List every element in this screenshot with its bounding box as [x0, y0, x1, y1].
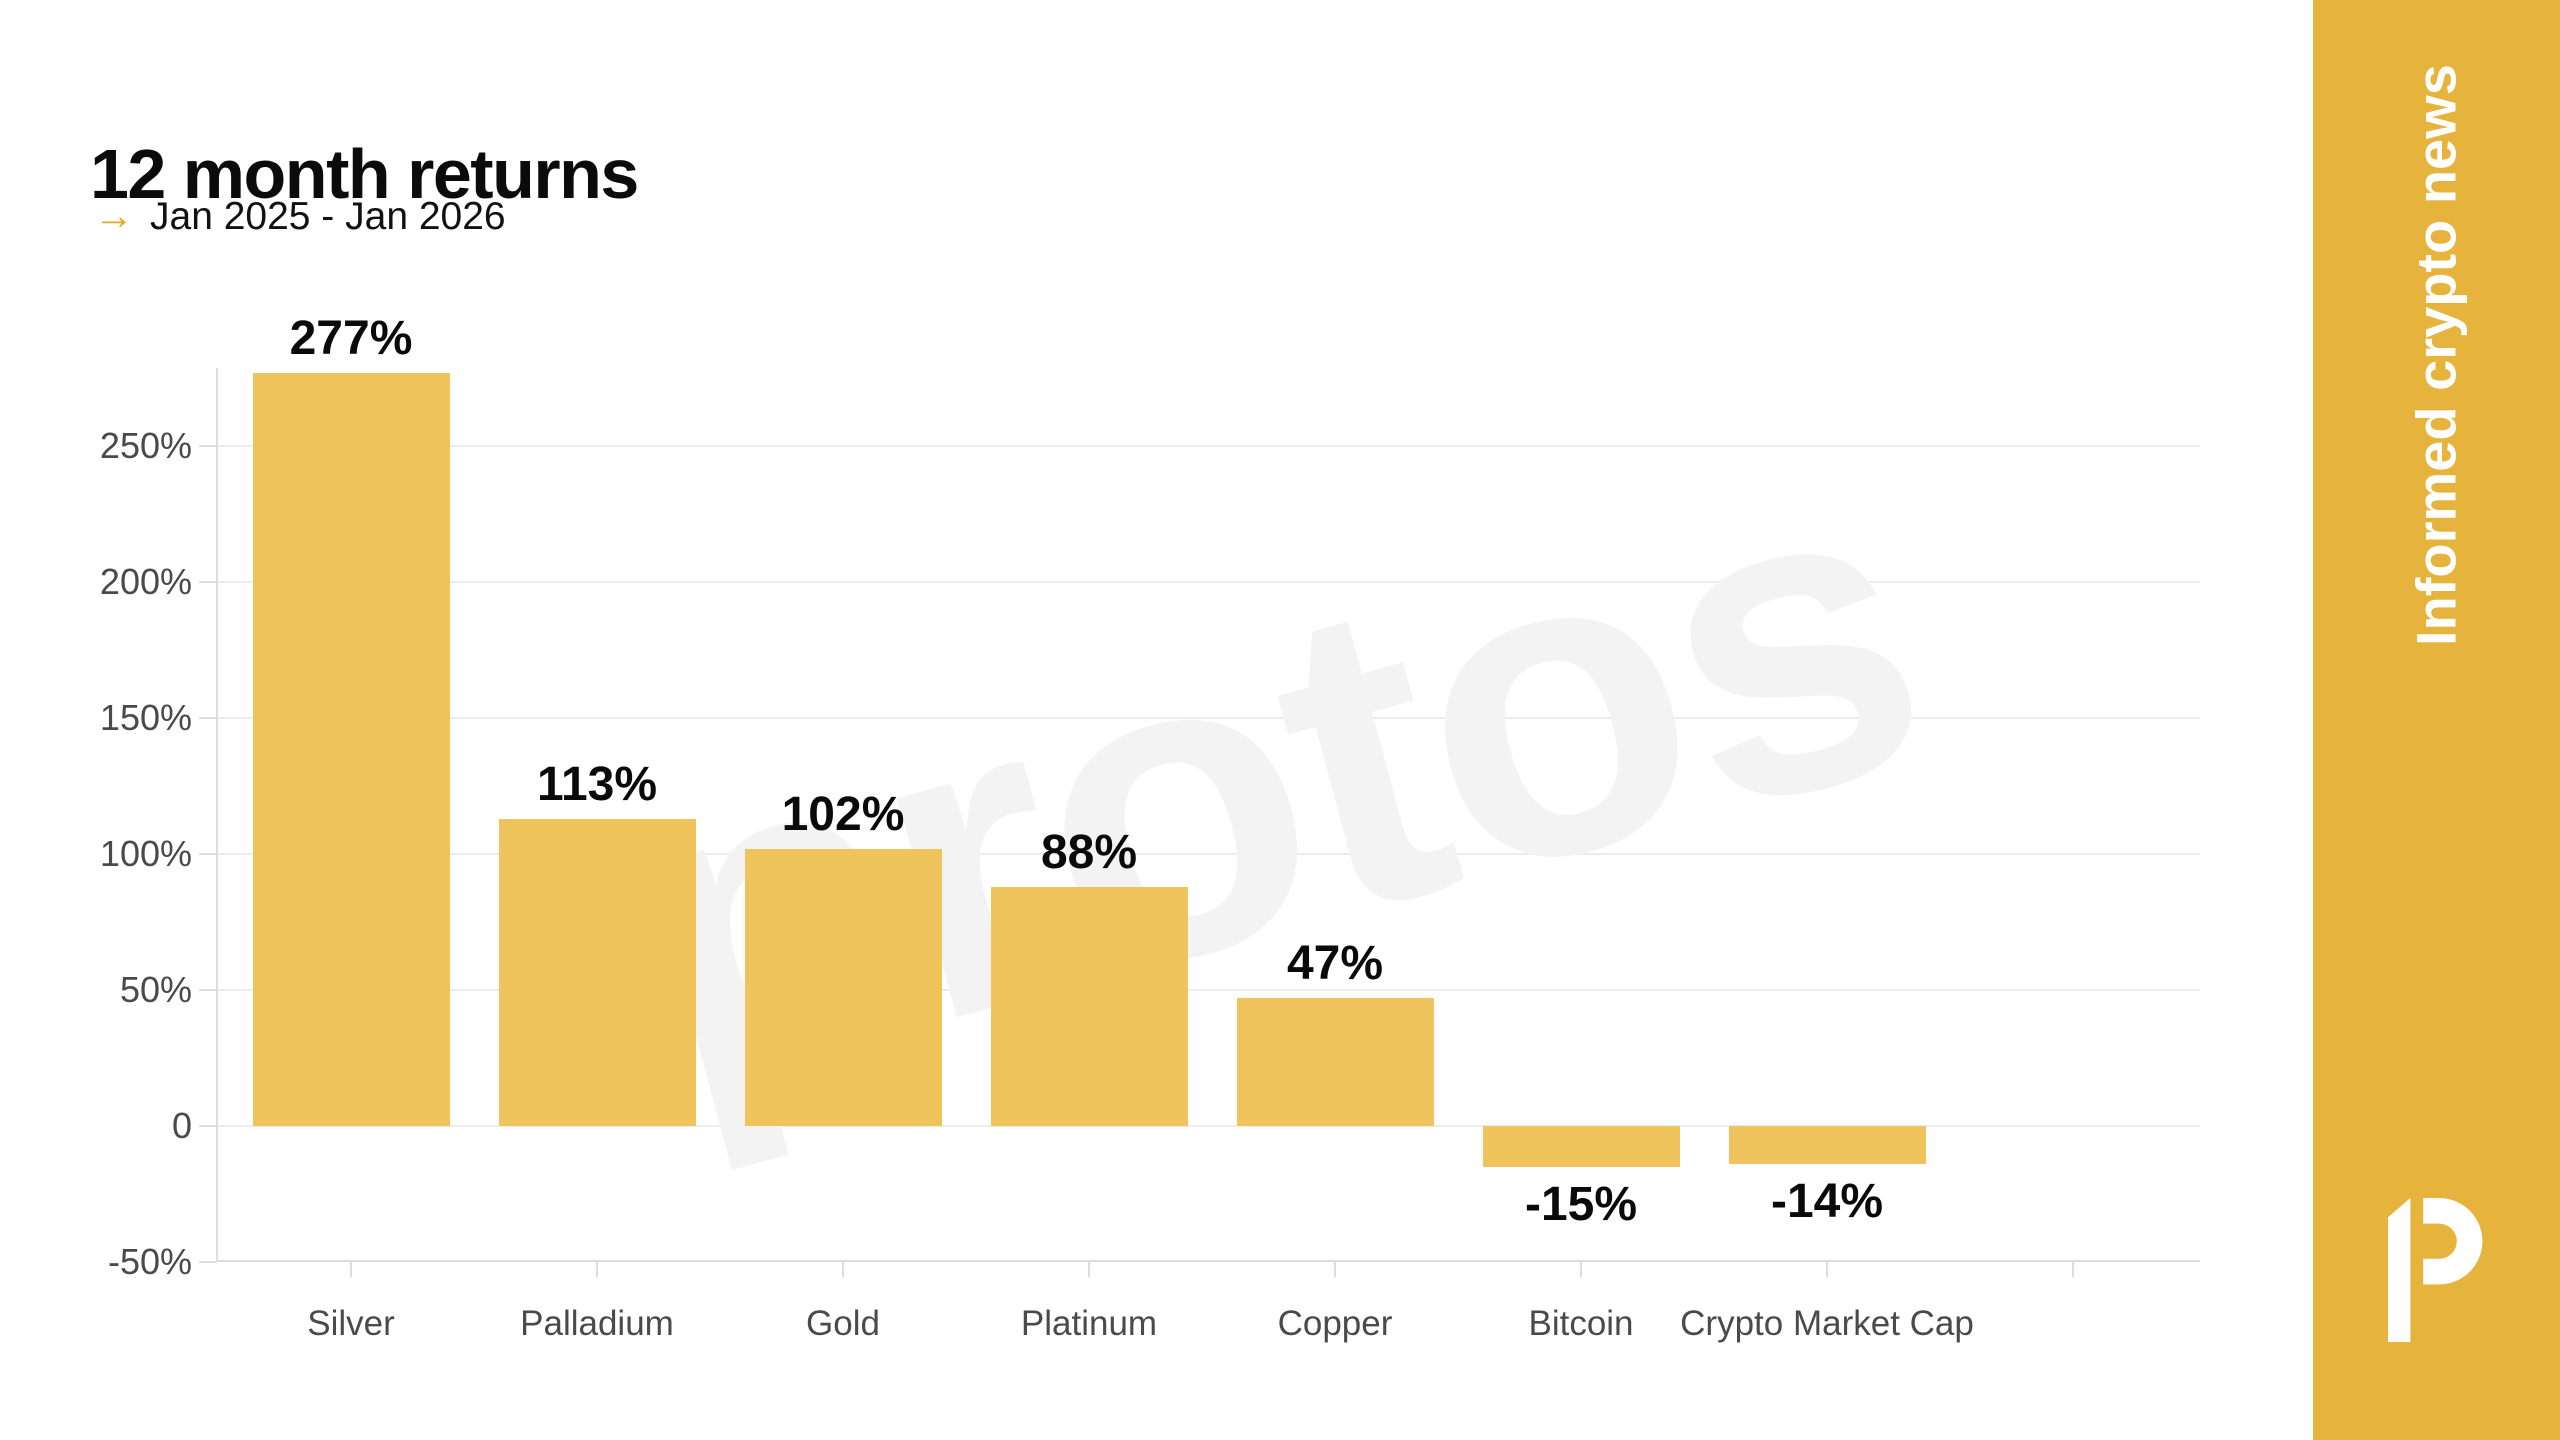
y-axis-tick — [199, 1125, 217, 1127]
date-range-text: Jan 2025 - Jan 2026 — [150, 194, 506, 238]
protos-logo — [2388, 1198, 2483, 1342]
gridline — [217, 581, 2200, 583]
y-axis-tick-label: 150% — [99, 697, 192, 738]
y-axis-line — [216, 368, 218, 1262]
x-axis-line — [217, 1260, 2200, 1262]
gridline — [217, 853, 2200, 855]
x-axis-tick — [350, 1262, 352, 1277]
y-axis-tick — [199, 1261, 217, 1263]
value-label-gold: 102% — [781, 787, 905, 841]
bar-palladium — [498, 818, 696, 1126]
x-axis-label-crypto-market-cap: Crypto Market Cap — [1680, 1304, 1974, 1343]
value-label-bitcoin: -15% — [1524, 1177, 1638, 1231]
y-axis-tick — [199, 581, 217, 583]
bar-platinum — [990, 886, 1188, 1126]
x-axis-tick — [1088, 1262, 1090, 1277]
gridline — [217, 1125, 2200, 1127]
x-axis-tick — [1826, 1262, 1828, 1277]
y-axis-tick — [199, 989, 217, 991]
y-axis-tick — [199, 445, 217, 447]
gridline — [217, 989, 2200, 991]
x-axis-label-silver: Silver — [307, 1304, 395, 1343]
brand-sidebar: Informed crypto news — [2313, 0, 2560, 1440]
value-label-platinum: 88% — [1040, 825, 1138, 879]
brand-tagline: Informed crypto news — [2404, 64, 2468, 646]
x-axis-label-copper: Copper — [1277, 1304, 1393, 1343]
value-label-silver: 277% — [289, 311, 413, 365]
y-axis-tick-label: 0 — [171, 1105, 192, 1146]
x-axis-label-bitcoin: Bitcoin — [1528, 1304, 1634, 1343]
x-axis-label-platinum: Platinum — [1020, 1304, 1158, 1343]
bar-gold — [744, 848, 942, 1126]
gridline — [217, 445, 2200, 447]
y-axis-tick-label: 200% — [99, 561, 192, 602]
arrow-icon: → — [94, 194, 134, 238]
x-axis-tick — [842, 1262, 844, 1277]
page-title: 12 month returns — [90, 134, 639, 213]
y-axis-tick-label: 100% — [99, 833, 192, 874]
y-axis-tick — [199, 853, 217, 855]
y-axis-tick-label: 50% — [119, 969, 192, 1010]
y-axis-tick-label: -50% — [107, 1241, 192, 1282]
date-range-subtitle: → Jan 2025 - Jan 2026 — [94, 196, 506, 236]
bar-copper — [1236, 998, 1434, 1126]
x-axis-tick — [1580, 1262, 1582, 1277]
value-label-copper: 47% — [1286, 937, 1384, 991]
bar-crypto-market-cap — [1728, 1126, 1926, 1165]
y-axis-tick-label: 250% — [99, 425, 192, 466]
x-axis-label-palladium: Palladium — [520, 1304, 674, 1343]
x-axis-tick — [1334, 1262, 1336, 1277]
bar-silver — [252, 372, 450, 1126]
x-axis-tick — [596, 1262, 598, 1277]
gridline — [217, 717, 2200, 719]
value-label-crypto-market-cap: -14% — [1770, 1175, 1884, 1229]
bar-bitcoin — [1482, 1126, 1680, 1167]
x-axis-tick — [2072, 1262, 2074, 1277]
value-label-palladium: 113% — [536, 757, 658, 811]
y-axis-tick — [199, 717, 217, 719]
x-axis-label-gold: Gold — [806, 1304, 880, 1343]
